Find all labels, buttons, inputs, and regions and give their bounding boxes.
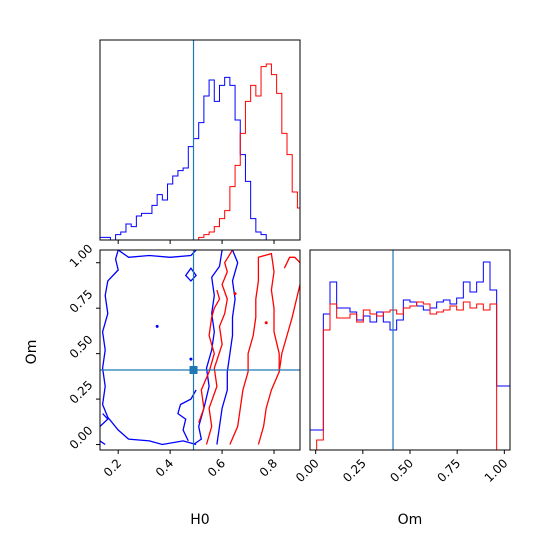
h0-axis-tick-label: 0.4 — [153, 456, 176, 479]
p1-red-hist — [100, 63, 300, 240]
blue-contour-dot — [155, 324, 159, 328]
red-contour-outer-right — [257, 284, 300, 445]
om-axis-tick-label: 1.00 — [67, 242, 96, 271]
h0-marginal-frame — [99, 39, 301, 241]
red-contour-inner-right — [229, 252, 280, 445]
om-axis-tick-label: 0.75 — [67, 287, 96, 316]
y-axis-label-om: Om — [24, 340, 40, 365]
blue-contour-outer-top — [117, 250, 197, 258]
om-marginal-panel: 0.00 0.25 0.50 0.75 1.00 — [293, 249, 511, 485]
blue-contour-inner — [193, 250, 223, 446]
h0-om-contour-frame — [99, 249, 301, 451]
red-contour-dot — [264, 321, 268, 325]
om-marginal-axis-tick-label: 0.75 — [434, 456, 463, 485]
h0-axis-tick-label: 0.2 — [101, 456, 124, 479]
red-contour-inner-left — [198, 289, 221, 423]
blue-contour-outer — [101, 250, 197, 446]
blue-contour-edge-bottom — [100, 440, 106, 446]
om-axis-tick-label: 0.25 — [67, 378, 96, 407]
h0-om-contour-panel: 0.2 0.4 0.6 0.8 0.00 0.25 0.50 0.75 1.00 — [67, 242, 301, 480]
red-contour-outer-left — [205, 250, 234, 445]
blue-contour-edge — [100, 413, 109, 427]
blue-contour-dot — [189, 357, 193, 361]
blue-contour-inner-left — [177, 389, 197, 442]
red-contour-dot — [233, 292, 237, 296]
om-marginal-axis-tick-label: 0.00 — [293, 456, 322, 485]
truth-marker — [189, 366, 198, 374]
x-axis-label-h0: H0 — [190, 512, 209, 528]
om-marginal-axis-tick-label: 1.00 — [482, 456, 511, 485]
h0-marginal-panel — [99, 39, 301, 244]
om-axis-tick-label: 0.00 — [67, 423, 96, 452]
p3-blue-hist — [310, 261, 510, 450]
om-marginal-axis-tick-label: 0.50 — [387, 456, 416, 485]
blue-contour-mid — [216, 250, 239, 445]
om-axis-tick-label: 0.50 — [67, 332, 96, 361]
h0-axis-tick-label: 0.8 — [257, 456, 280, 479]
blue-contour-island — [184, 267, 197, 282]
red-contour-top-right — [283, 256, 300, 269]
om-marginal-axis-tick-label: 0.25 — [340, 456, 369, 485]
p1-blue-hist — [100, 76, 300, 240]
x-axis-label-om: Om — [398, 512, 423, 528]
p3-red-hist — [310, 301, 510, 450]
h0-axis-tick-label: 0.6 — [205, 456, 228, 479]
om-marginal-frame — [309, 249, 511, 451]
